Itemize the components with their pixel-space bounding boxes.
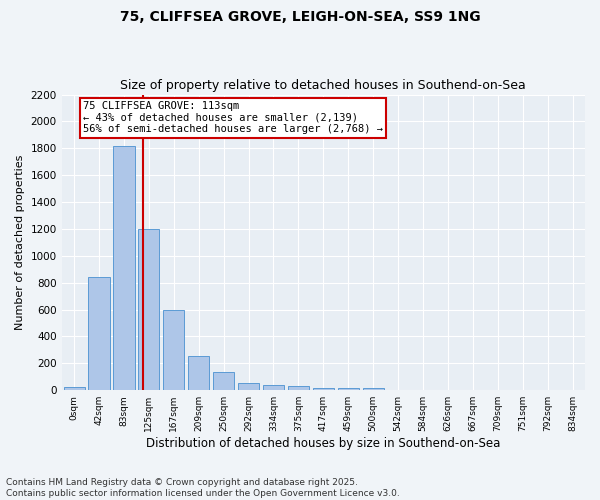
Bar	[338, 388, 359, 390]
Bar	[113, 146, 134, 390]
Bar	[188, 356, 209, 390]
Text: 75, CLIFFSEA GROVE, LEIGH-ON-SEA, SS9 1NG: 75, CLIFFSEA GROVE, LEIGH-ON-SEA, SS9 1N…	[119, 10, 481, 24]
Text: 75 CLIFFSEA GROVE: 113sqm
← 43% of detached houses are smaller (2,139)
56% of se: 75 CLIFFSEA GROVE: 113sqm ← 43% of detac…	[83, 102, 383, 134]
Bar	[64, 387, 85, 390]
Bar	[313, 388, 334, 390]
Bar	[213, 372, 234, 390]
Bar	[163, 310, 184, 390]
Y-axis label: Number of detached properties: Number of detached properties	[15, 154, 25, 330]
Bar	[362, 388, 384, 390]
Title: Size of property relative to detached houses in Southend-on-Sea: Size of property relative to detached ho…	[121, 79, 526, 92]
Bar	[238, 384, 259, 390]
Text: Contains HM Land Registry data © Crown copyright and database right 2025.
Contai: Contains HM Land Registry data © Crown c…	[6, 478, 400, 498]
Bar	[263, 385, 284, 390]
Bar	[138, 229, 160, 390]
Bar	[288, 386, 309, 390]
Bar	[88, 278, 110, 390]
X-axis label: Distribution of detached houses by size in Southend-on-Sea: Distribution of detached houses by size …	[146, 437, 500, 450]
